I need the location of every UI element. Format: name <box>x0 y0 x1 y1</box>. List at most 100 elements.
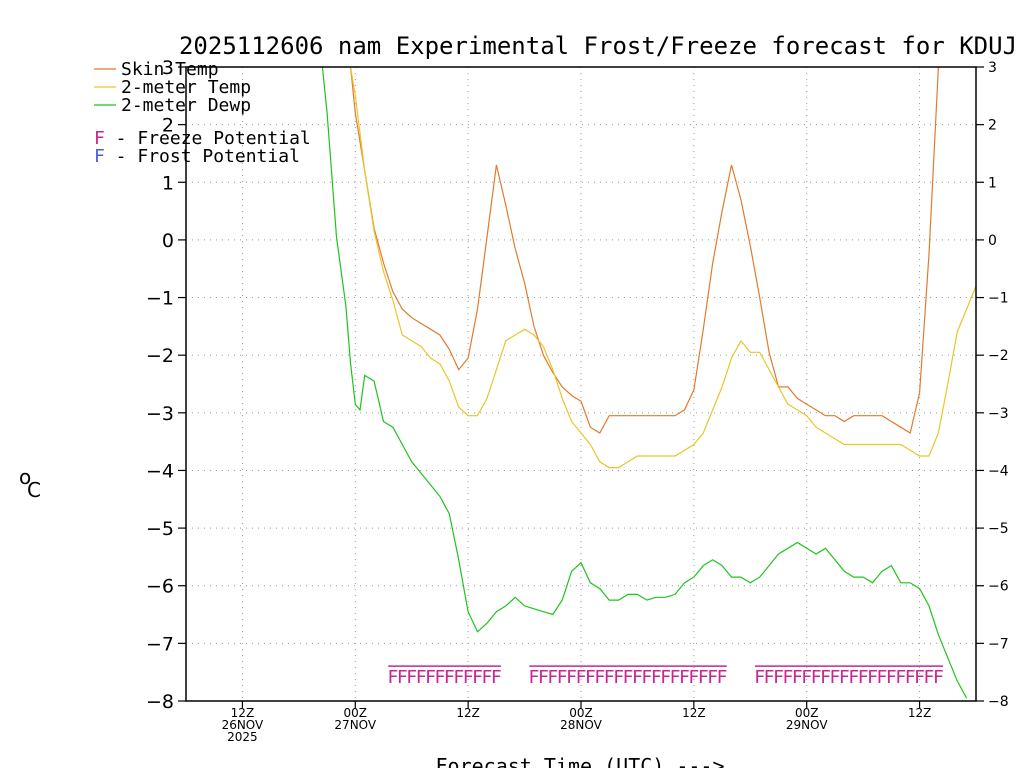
x-tick-label: 26NOV <box>222 718 264 732</box>
freeze-mark: F <box>886 667 897 688</box>
legend-symbol-entry: F - Freeze Potential <box>94 128 311 149</box>
freeze-mark: F <box>914 667 925 688</box>
freeze-mark: F <box>717 667 728 688</box>
x-tick-label: 2025 <box>227 730 258 744</box>
x-tick-label: 00Z <box>795 706 819 720</box>
freeze-mark: F <box>651 667 662 688</box>
freeze-mark: F <box>670 667 681 688</box>
x-tick-label: 12Z <box>456 706 480 720</box>
x-tick-label: 28NOV <box>560 718 602 732</box>
legend-symbol-label: - Frost Potential <box>105 146 300 167</box>
freeze-mark: F <box>905 667 916 688</box>
freeze-mark: F <box>660 667 671 688</box>
y-tick-label: −7 <box>146 633 174 655</box>
legend-entry-label: Skin Temp <box>121 59 219 80</box>
freeze-mark: F <box>538 667 549 688</box>
legend-symbol-label: - Freeze Potential <box>105 128 311 149</box>
x-tick-label: 12Z <box>682 706 706 720</box>
freeze-mark: F <box>576 667 587 688</box>
y-tick-label-right: −6 <box>988 579 1009 595</box>
freeze-mark: F <box>463 667 474 688</box>
series-lines <box>321 67 976 699</box>
y-tick-label-right: −4 <box>988 463 1009 479</box>
y-tick-label-right: 1 <box>988 175 997 191</box>
freeze-mark: F <box>397 667 408 688</box>
freeze-mark: F <box>482 667 493 688</box>
series-line-2-meter-temp <box>350 67 976 469</box>
y-tick-label: −1 <box>146 288 174 310</box>
x-tick-label: 00Z <box>344 706 368 720</box>
y-tick-label: −5 <box>146 518 174 540</box>
freeze-mark: F <box>839 667 850 688</box>
legend-symbol: F <box>94 128 105 149</box>
y-tick-label: −4 <box>146 460 174 482</box>
freeze-mark: F <box>566 667 577 688</box>
y-tick-label-right: 0 <box>988 233 997 249</box>
freeze-mark: F <box>557 667 568 688</box>
legend-entry-label: 2-meter Temp <box>121 77 251 98</box>
y-tick-label: −8 <box>146 691 174 713</box>
freeze-mark: F <box>594 667 605 688</box>
freeze-mark: F <box>698 667 709 688</box>
y-tick-label-right: −5 <box>988 521 1009 537</box>
freeze-mark: F <box>529 667 540 688</box>
y-tick-label-right: −2 <box>988 348 1009 364</box>
freeze-mark: F <box>491 667 502 688</box>
y-axis: −8 −8 −7 −7 −6 −6 −5 −5 −4 −4 −3 −3 −2 −2 −1 −1 0 0 1 1 2 2 3 3 <box>146 57 1009 713</box>
freeze-mark: F <box>641 667 652 688</box>
freeze-mark: F <box>632 667 643 688</box>
y-tick-label-right: 2 <box>988 118 997 134</box>
freeze-mark: F <box>613 667 624 688</box>
legend-entry-label: 2-meter Dewp <box>121 95 251 116</box>
freeze-mark: F <box>754 667 765 688</box>
freeze-mark: F <box>773 667 784 688</box>
freeze-mark: F <box>472 667 483 688</box>
y-axis-unit: C <box>27 478 41 502</box>
x-tick-label: 27NOV <box>334 718 376 732</box>
freeze-mark: F <box>933 667 944 688</box>
freeze-mark: F <box>453 667 464 688</box>
series-line-skin-temp <box>350 67 939 434</box>
freeze-mark: F <box>435 667 446 688</box>
x-tick-label: 12Z <box>908 706 932 720</box>
y-tick-label: −3 <box>146 403 174 425</box>
y-tick-label: 0 <box>162 230 174 252</box>
freeze-mark: F <box>801 667 812 688</box>
legend-symbol: F <box>94 146 105 167</box>
freeze-mark: F <box>416 667 427 688</box>
x-axis-label: Forecast Time (UTC) ---> <box>436 754 725 768</box>
y-tick-label: 2 <box>162 115 174 137</box>
freeze-mark: F <box>820 667 831 688</box>
freeze-mark: F <box>707 667 718 688</box>
x-tick-label: 12Z <box>231 706 255 720</box>
freeze-mark: F <box>688 667 699 688</box>
grid <box>186 67 976 701</box>
freeze-mark: F <box>924 667 935 688</box>
freeze-mark: F <box>811 667 822 688</box>
freeze-mark: F <box>848 667 859 688</box>
series-line-2-meter-dewp <box>321 67 968 699</box>
freeze-mark: F <box>604 667 615 688</box>
y-tick-label-right: −3 <box>988 406 1009 422</box>
freeze-mark: F <box>830 667 841 688</box>
freeze-mark: F <box>585 667 596 688</box>
x-tick-label: 00Z <box>569 706 593 720</box>
y-tick-label: −2 <box>146 345 174 367</box>
freeze-mark: F <box>867 667 878 688</box>
y-tick-label-right: 3 <box>988 60 997 76</box>
freeze-mark: F <box>858 667 869 688</box>
freeze-mark: F <box>895 667 906 688</box>
freeze-mark: F <box>387 667 398 688</box>
freeze-mark: F <box>764 667 775 688</box>
y-tick-label-right: −1 <box>988 291 1009 307</box>
y-tick-label-right: −7 <box>988 636 1009 652</box>
y-tick-label: 3 <box>162 57 174 79</box>
y-tick-label: −6 <box>146 576 174 598</box>
y-tick-label-right: −8 <box>988 694 1009 710</box>
freeze-mark: F <box>679 667 690 688</box>
legend-symbol-entry: F - Frost Potential <box>94 146 300 167</box>
